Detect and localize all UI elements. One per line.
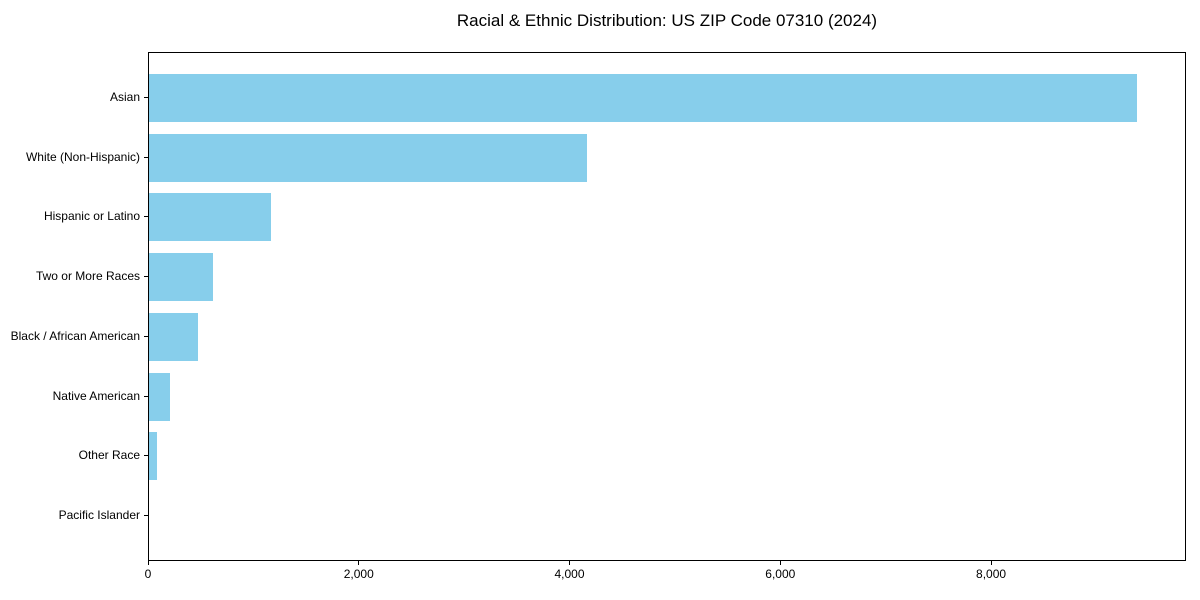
bar-other-race <box>149 432 158 481</box>
bar-white-non-hispanic <box>149 133 588 182</box>
bar-two-or-more-races <box>149 253 213 302</box>
y-tick-label: Black / African American <box>10 328 140 343</box>
x-tick-label: 4,000 <box>554 567 585 581</box>
y-tick-mark <box>144 514 148 516</box>
y-tick-label: Hispanic or Latino <box>43 209 140 224</box>
y-tick-label: Two or More Races <box>35 269 140 284</box>
plot-area <box>148 52 1186 561</box>
x-tick-mark <box>569 561 571 565</box>
y-tick-label: Pacific Islander <box>58 507 140 522</box>
bar-black-african-american <box>149 312 198 361</box>
x-tick-mark <box>358 561 360 565</box>
y-tick-label: Asian <box>109 90 140 104</box>
bar-hispanic-or-latino <box>149 193 271 242</box>
y-tick-mark <box>144 276 148 278</box>
y-tick-mark <box>144 455 148 457</box>
y-tick-label: Other Race <box>78 448 140 463</box>
x-tick-label: 2,000 <box>343 567 374 581</box>
y-tick-label: White (Non-Hispanic) <box>25 149 140 164</box>
x-tick-mark <box>779 561 781 565</box>
y-tick-mark <box>144 97 148 98</box>
y-tick-mark <box>144 335 148 337</box>
chart-title: Racial & Ethnic Distribution: US ZIP Cod… <box>456 11 878 30</box>
x-tick-mark <box>147 561 149 565</box>
bar-native-american <box>149 372 170 421</box>
y-tick-mark <box>144 395 148 397</box>
x-tick-label: 6,000 <box>765 567 796 581</box>
x-tick-label: 8,000 <box>976 567 1007 581</box>
y-tick-mark <box>144 156 148 158</box>
x-tick-mark <box>990 561 992 565</box>
bar-asian <box>149 74 1138 122</box>
y-tick-label: Native American <box>52 388 140 403</box>
y-tick-mark <box>144 216 148 218</box>
x-tick-label: 0 <box>144 567 152 581</box>
